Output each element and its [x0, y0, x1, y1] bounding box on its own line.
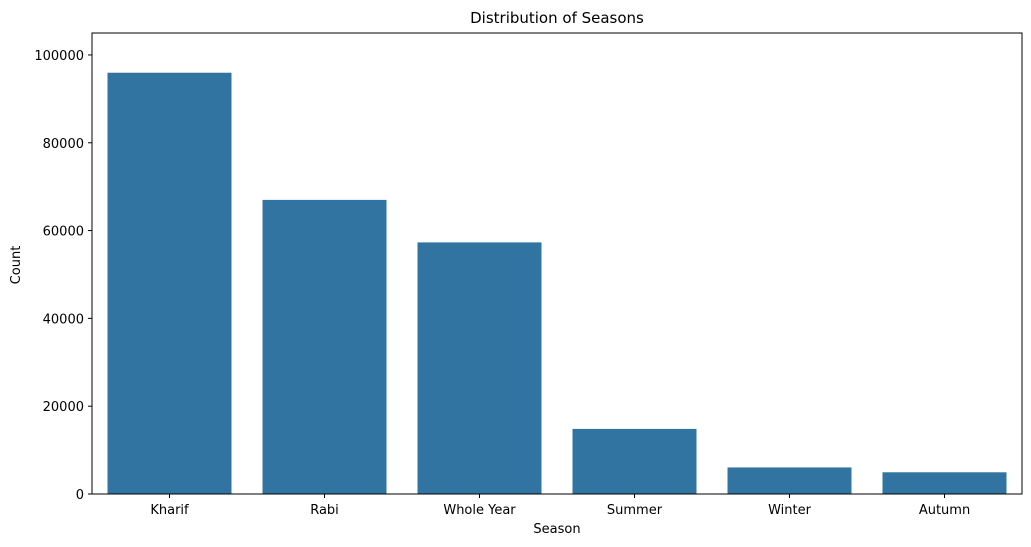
x-tick-label: Summer	[607, 503, 663, 518]
y-tick-label: 80000	[43, 137, 84, 152]
y-axis-ticks: 0 20000 40000 60000 80000 100000	[34, 49, 92, 503]
y-tick-label: 60000	[43, 225, 84, 240]
bar-summer	[572, 428, 697, 494]
x-axis-ticks: Kharif Rabi Whole Year Summer Winter Autumn	[150, 494, 970, 518]
bar-autumn	[882, 472, 1007, 494]
x-tick-label: Autumn	[919, 503, 970, 518]
bar-rabi	[262, 199, 387, 494]
bar-whole-year	[417, 242, 542, 494]
y-tick-label: 100000	[34, 49, 84, 64]
plot-frame	[91, 32, 1023, 495]
bar-kharif	[107, 72, 232, 494]
x-tick-label: Kharif	[150, 503, 189, 518]
x-tick-label: Winter	[768, 503, 812, 518]
y-tick-label: 20000	[43, 400, 84, 415]
x-tick-label: Rabi	[310, 503, 339, 518]
x-axis-label: Season	[533, 522, 580, 537]
x-tick-label: Whole Year	[443, 503, 516, 518]
y-tick-label: 40000	[43, 312, 84, 327]
chart-title: Distribution of Seasons	[470, 9, 644, 27]
bars-group	[107, 72, 1007, 494]
bar-winter	[727, 467, 852, 494]
y-axis-label: Count	[9, 246, 24, 285]
y-tick-label: 0	[76, 488, 84, 503]
